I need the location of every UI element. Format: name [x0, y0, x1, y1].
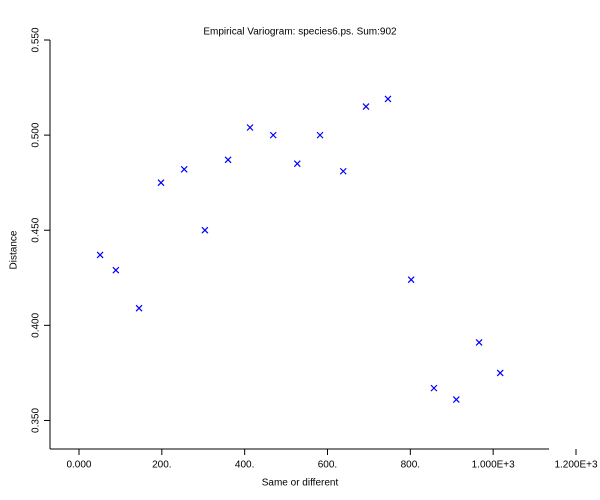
point	[246, 124, 254, 131]
point	[201, 226, 209, 234]
point	[180, 165, 188, 173]
point	[475, 339, 483, 346]
x-tick-label: 1.200E+3	[554, 460, 598, 471]
point	[293, 160, 301, 168]
point	[135, 304, 143, 312]
chart-title: Empirical Variogram: species6.ps. Sum:90…	[203, 27, 397, 38]
x-tick-label: 200.	[152, 460, 171, 471]
x-tick-label: 400.	[235, 460, 254, 471]
point	[339, 167, 347, 175]
point	[157, 179, 165, 187]
y-axis-label: Distance	[9, 230, 20, 269]
x-axis-label: Same or different	[262, 478, 339, 489]
point	[112, 266, 120, 274]
point	[407, 276, 415, 284]
x-tick-label: 1.000E+3	[472, 460, 516, 471]
point	[452, 396, 460, 403]
y-tick-label: 0.400	[31, 312, 42, 337]
point	[384, 95, 392, 103]
y-tick-label: 0.550	[31, 27, 42, 52]
point	[496, 369, 504, 377]
x-tick-label: 600.	[318, 460, 337, 471]
y-tick-label: 0.450	[31, 217, 42, 242]
point	[362, 103, 370, 111]
x-tick-label: 0.000	[66, 460, 91, 471]
point	[430, 384, 438, 392]
point	[224, 156, 232, 164]
y-tick-label: 0.500	[31, 122, 42, 147]
x-tick-label: 800.	[401, 460, 420, 471]
point	[96, 251, 104, 259]
point	[269, 131, 277, 139]
point	[316, 131, 324, 139]
y-tick-label: 0.350	[31, 408, 42, 433]
